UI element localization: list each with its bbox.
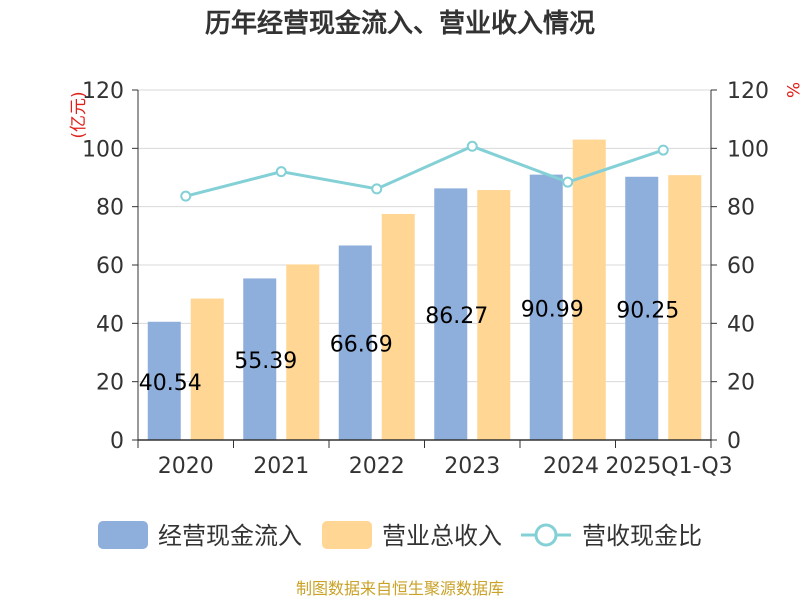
left-axis-tick-label: 80 [96,196,124,221]
right-axis-tick-label: 40 [727,312,755,337]
x-axis-tick-label: 2020 [158,454,214,479]
bar-revenue [381,213,415,440]
x-axis-tick-label: 2024 [543,454,599,479]
bar-cash-inflow [243,278,277,440]
bar-cash-inflow [625,176,659,441]
bar-cash-inflow [434,188,468,440]
left-axis-tick-label: 60 [96,254,124,279]
x-axis-tick-label: 2022 [349,454,405,479]
left-axis-tick-label: 40 [96,312,124,337]
bar-data-label: 90.99 [521,297,584,322]
ratio-line [185,144,664,198]
left-axis-tick-label: 100 [82,137,124,162]
bar-revenue [668,175,702,440]
chart-title: 历年经营现金流入、营业收入情况 [205,8,595,39]
x-axis-tick-label: 2023 [444,454,500,479]
ratio-point [371,183,383,195]
right-axis-tick-label: 100 [727,137,769,162]
left-axis-tick-label: 20 [96,371,124,396]
ratio-point [562,176,574,188]
left-axis-tick-label: 0 [110,429,124,454]
bar-data-label: 86.27 [425,304,488,329]
ratio-point [180,190,192,202]
x-axis-tick-label: 2025Q1-Q3 [605,454,732,479]
ratio-point [466,140,478,152]
bar-revenue [572,139,606,441]
data-source-note: 制图数据来自恒生聚源数据库 [296,579,504,598]
right-axis-tick-label: 120 [727,79,769,104]
x-axis-tick-label: 2021 [253,454,309,479]
legend-swatch-cash-inflow [98,521,148,549]
ratio-point [657,144,669,156]
right-axis-tick-label: 60 [727,254,755,279]
bar-revenue [190,298,224,440]
bar-revenue [286,264,320,440]
bar-cash-inflow [147,321,181,440]
right-axis-tick-label: 80 [727,196,755,221]
left-axis-tick-label: 120 [82,79,124,104]
legend-swatch-ratio-marker [534,523,558,547]
bar-cash-inflow [529,174,563,441]
bar-data-label: 40.54 [139,371,202,396]
legend-label-cash-inflow: 经营现金流入 [158,522,302,550]
legend: 经营现金流入 营业总收入 营收现金比 [98,521,702,550]
legend-label-ratio: 营收现金比 [582,522,702,550]
bar-data-label: 90.25 [616,298,679,323]
right-axis-unit: % [782,82,800,98]
ratio-point [275,166,287,178]
right-axis-tick-label: 20 [727,371,755,396]
bar-revenue [477,190,511,440]
bar-data-label: 55.39 [234,349,297,374]
bar-data-label: 66.69 [330,333,393,358]
left-axis-unit: (亿元) [69,91,89,138]
right-axis-tick-label: 0 [727,429,741,454]
bar-cash-inflow [338,245,372,440]
legend-label-revenue: 营业总收入 [382,522,502,550]
legend-swatch-revenue [322,521,372,549]
